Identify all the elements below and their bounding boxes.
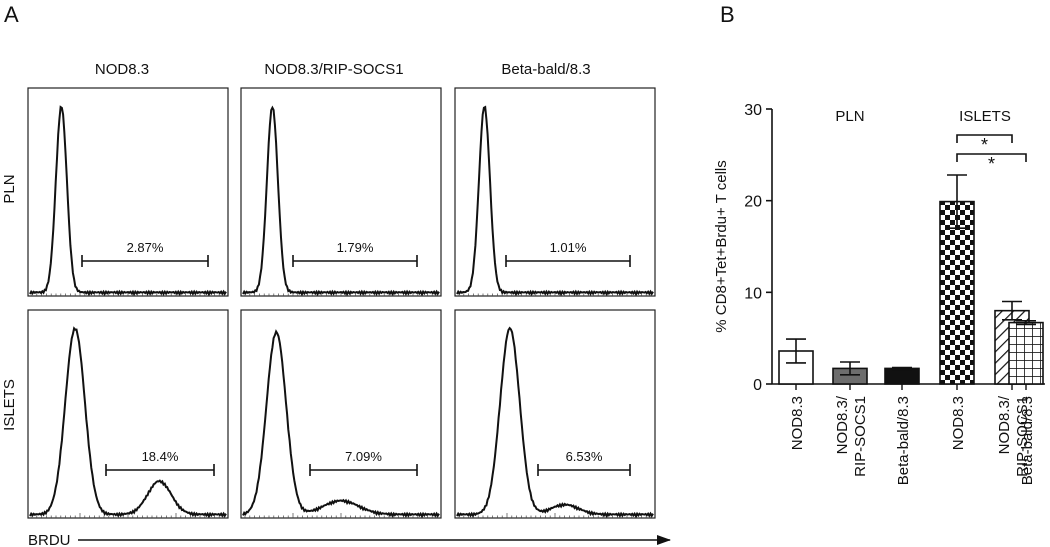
bar-group: NOD8.3/RIP-SOCS1 [832, 361, 869, 477]
x-category-label: Beta-bald/8.3 [1019, 396, 1036, 485]
x-category-label-line: NOD8.3 [950, 396, 967, 450]
bracket-line [956, 153, 1027, 162]
flow-histogram-panel: 6.53% [454, 309, 656, 519]
bar [1008, 321, 1044, 385]
gate-percentage: 1.79% [337, 240, 374, 255]
x-category-label: NOD8.3/RIP-SOCS1 [996, 395, 1031, 477]
flow-histogram-panel: 18.4% [27, 309, 229, 519]
significance-bracket: * [956, 134, 1013, 155]
x-category-label: NOD8.3 [950, 396, 967, 450]
flow-column-header: NOD8.3 [95, 61, 149, 78]
bar-group: Beta-bald/8.3 [1008, 319, 1044, 485]
histogram-curve [242, 105, 440, 297]
x-category-label-line: NOD8.3/ [834, 395, 851, 454]
flow-column-header: NOD8.3/RIP-SOCS1 [264, 61, 403, 78]
bar [884, 367, 920, 385]
y-tick-label: 30 [744, 102, 762, 119]
bar-chart: % CD8+Tet+Brdu+ T cells PLN ISLETS 0 10 20… [713, 102, 1045, 485]
significance-star: * [988, 154, 995, 174]
gate-percentage: 7.09% [345, 449, 382, 464]
flow-x-axis-label: BRDU [28, 532, 71, 547]
flow-row-label: PLN [1, 174, 18, 203]
histogram-frame [27, 87, 229, 297]
flow-histogram-panel: 2.87% [27, 87, 229, 297]
group-label-pln: PLN [835, 108, 864, 125]
histogram-curve [242, 329, 440, 519]
histogram-curve [456, 105, 654, 297]
gate-percentage: 18.4% [142, 449, 179, 464]
bar-group: NOD8.3 [939, 174, 975, 450]
bar-group: Beta-bald/8.3 [884, 366, 920, 485]
y-tick-label: 10 [744, 285, 762, 302]
gate-percentage: 6.53% [566, 449, 603, 464]
x-category-label: Beta-bald/8.3 [895, 396, 912, 485]
histogram-frame [27, 309, 229, 519]
x-category-label-line: Beta-bald/8.3 [1019, 396, 1036, 485]
gate-percentage: 1.01% [550, 240, 587, 255]
histogram-curve [29, 105, 227, 297]
group-label-islets: ISLETS [959, 108, 1011, 125]
x-category-label-line: NOD8.3/ [996, 395, 1013, 454]
y-tick-label: 0 [753, 377, 762, 394]
x-category-label-line: RIP-SOCS1 [1014, 396, 1031, 477]
panel-label-a: A [4, 2, 19, 27]
histogram-frame [454, 309, 656, 519]
significance-star: * [981, 135, 988, 155]
bracket-line [956, 134, 1013, 143]
histogram-frame [454, 87, 656, 297]
y-tick-label: 20 [744, 194, 762, 211]
significance-bracket: * [956, 153, 1027, 174]
histogram-curve [456, 326, 654, 519]
x-category-label: NOD8.3/RIP-SOCS1 [834, 395, 869, 477]
flow-histogram-panel: 7.09% [240, 309, 442, 519]
x-category-label: NOD8.3 [789, 396, 806, 450]
flow-column-header: Beta-bald/8.3 [501, 61, 590, 78]
flow-histogram-grid: 2.87% 1.79% 1.01% 18.4% 7.09% 6.53% [27, 87, 656, 519]
bar-group: NOD8.3 [778, 338, 814, 450]
histogram-frame [240, 309, 442, 519]
panel-label-b: B [720, 2, 735, 27]
flow-row-label: ISLETS [1, 379, 18, 431]
y-axis-label: % CD8+Tet+Brdu+ T cells [713, 160, 730, 332]
x-category-label-line: Beta-bald/8.3 [895, 396, 912, 485]
flow-histogram-panel: 1.01% [454, 87, 656, 297]
histogram-curve [29, 326, 227, 519]
x-category-label-line: RIP-SOCS1 [852, 396, 869, 477]
gate-percentage: 2.87% [127, 240, 164, 255]
x-category-label-line: NOD8.3 [789, 396, 806, 450]
flow-histogram-panel: 1.79% [240, 87, 442, 297]
